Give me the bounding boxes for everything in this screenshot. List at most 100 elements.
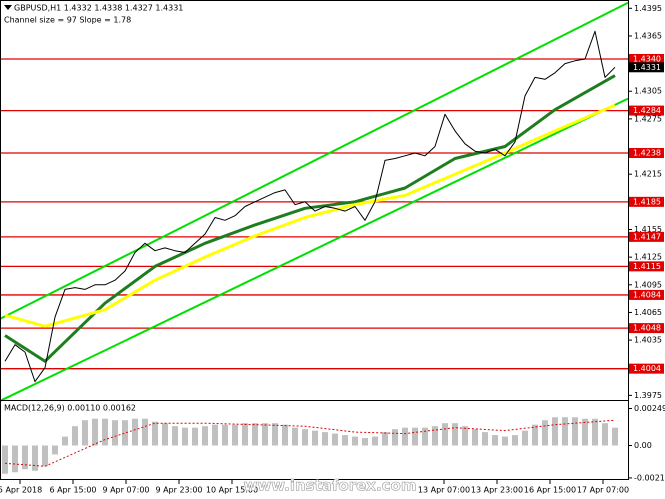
macd-bar [122, 420, 128, 446]
macd-bar [2, 445, 8, 474]
macd-bar [132, 418, 138, 446]
macd-bar [322, 432, 328, 446]
macd-bar [352, 436, 358, 446]
macd-bar [272, 423, 278, 446]
y-tick-label: 1.4035 [634, 336, 662, 345]
macd-bar [482, 432, 488, 446]
price-line [4, 30, 616, 383]
macd-bar [302, 429, 308, 446]
level-label: 1.4147 [633, 232, 661, 241]
macd-bar [232, 424, 238, 446]
level-label-box [629, 261, 664, 272]
moving-average [4, 74, 616, 363]
frame [0, 0, 629, 480]
x-tick-label: 13 Apr 23:00 [471, 486, 523, 495]
level-label: 1.4004 [633, 364, 661, 373]
level-label: 1.4185 [633, 197, 661, 206]
macd-bar [472, 429, 478, 446]
moving-average [4, 103, 616, 328]
level-label-box [629, 363, 664, 374]
macd-bar [572, 417, 578, 446]
macd-bar [22, 445, 28, 470]
menu-icon[interactable] [4, 5, 12, 10]
macd-bar [192, 427, 198, 446]
y-tick-label: 1.4305 [634, 87, 662, 96]
macd-bar [582, 418, 588, 446]
macd-bar [442, 423, 448, 446]
level-label-box [629, 53, 664, 64]
macd-title: MACD(12,26,9) 0.00110 0.00162 [4, 404, 136, 413]
macd-bar [52, 445, 58, 455]
level-label-box [629, 289, 664, 300]
channel-line [0, 1, 629, 320]
macd-bar [62, 436, 68, 446]
macd-bar [172, 426, 178, 446]
signal-line [4, 419, 616, 467]
macd-bar [292, 427, 298, 446]
y-tick-label: 1.4155 [634, 225, 662, 234]
level-label: 1.4238 [633, 148, 661, 157]
level-label-box [629, 196, 664, 207]
macd-bar [542, 420, 548, 446]
last-price-label: 1.4331 [633, 63, 661, 72]
y-tick-label: 1.4065 [634, 308, 662, 317]
macd-bar [382, 432, 388, 446]
macd-bar [492, 435, 498, 446]
macd-bar [372, 436, 378, 446]
level-label: 1.4340 [633, 54, 661, 63]
macd-bar [552, 417, 558, 446]
y-tick-label: 1.4395 [634, 4, 662, 13]
y-tick-label: 1.4215 [634, 170, 662, 179]
level-label-box [629, 231, 664, 242]
level-label: 1.4115 [633, 262, 661, 271]
macd-bar [102, 418, 108, 446]
level-label: 1.4084 [633, 290, 661, 299]
macd-bar [162, 423, 168, 446]
macd-bar [362, 438, 368, 446]
macd-bar [392, 429, 398, 446]
y-tick-label: 0.00 [634, 441, 652, 450]
macd-bar [12, 445, 18, 473]
macd-bar [452, 423, 458, 446]
macd-bar [462, 426, 468, 446]
macd-bar [42, 445, 48, 467]
plot-layer [0, 1, 629, 474]
x-tick-label: 16 Apr 15:00 [524, 486, 576, 495]
macd-bar [612, 427, 618, 446]
macd-bar [602, 423, 608, 446]
macd-bar [152, 421, 158, 446]
macd-bar [282, 424, 288, 446]
macd-bar [592, 418, 598, 446]
level-label: 1.4284 [633, 106, 661, 115]
level-label-box [629, 105, 664, 116]
x-tick-label: 5 Apr 2018 [0, 486, 42, 495]
macd-bar [522, 430, 528, 446]
level-label-box [629, 323, 664, 334]
watermark: www.instaforex.com [244, 477, 417, 495]
y-tick-label: 1.4125 [634, 253, 662, 262]
macd-bar [142, 418, 148, 446]
level-label-box [629, 147, 664, 158]
y-tick-label: 1.4095 [634, 280, 662, 289]
level-label: 1.4048 [633, 324, 661, 333]
y-tick-label: 1.4275 [634, 114, 662, 123]
macd-bar [562, 417, 568, 446]
macd-bar [402, 427, 408, 446]
x-tick-label: 9 Apr 07:00 [102, 486, 149, 495]
macd-bar [412, 427, 418, 446]
x-tick-label: 9 Apr 23:00 [155, 486, 202, 495]
y-tick-label: 1.4365 [634, 31, 662, 40]
macd-bar [332, 433, 338, 446]
x-tick-label: 17 Apr 07:00 [577, 486, 629, 495]
macd-bar [72, 426, 78, 446]
macd-bar [432, 426, 438, 446]
macd-bar [262, 423, 268, 446]
chart-title: GBPUSD,H1 1.4332 1.4338 1.4327 1.4331 [14, 4, 183, 13]
macd-bar [222, 424, 228, 446]
x-tick-label: 6 Apr 15:00 [49, 486, 96, 495]
macd-bar [312, 430, 318, 446]
macd-bar [32, 445, 38, 471]
chart-subtitle: Channel size = 97 Slope = 1.78 [4, 16, 131, 25]
